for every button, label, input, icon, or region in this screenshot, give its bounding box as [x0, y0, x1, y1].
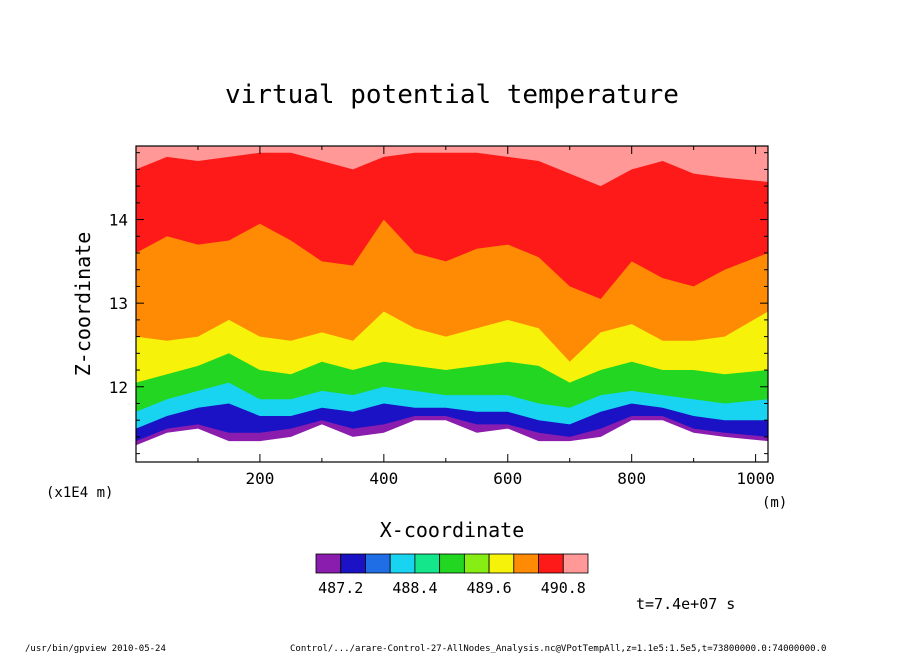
colorbar-swatch	[513, 553, 539, 574]
colorbar-swatch	[463, 553, 490, 574]
band-white	[136, 420, 768, 462]
y-tick-label: 14	[109, 211, 128, 230]
time-annotation: t=7.4e+07 s	[636, 595, 735, 613]
x-tick-label: 1000	[736, 469, 775, 488]
x-tick-label: 400	[369, 469, 398, 488]
plot-frame	[135, 145, 769, 463]
colorbar-swatch	[538, 553, 564, 574]
x-axis-label: X-coordinate	[380, 518, 525, 542]
colorbar-swatch	[439, 553, 465, 574]
x-tick-label: 600	[493, 469, 522, 488]
colorbar: 487.2 488.4 489.6 490.8	[315, 553, 589, 597]
colorbar-swatch	[562, 553, 589, 574]
colorbar-swatch	[340, 553, 366, 574]
colorbar-tick-label: 487.2	[318, 579, 363, 597]
x-tick-label: 800	[617, 469, 646, 488]
y-tick-label: 13	[109, 294, 128, 313]
footer-left: /usr/bin/gpview 2010-05-24	[25, 644, 166, 654]
colorbar-tick-label: 488.4	[392, 579, 437, 597]
y-tick-label: 12	[109, 378, 128, 397]
y-axis-label: Z-coordinate	[71, 232, 95, 377]
plot-area: 200 400 600 800 1000 12 13 14	[109, 145, 775, 488]
colorbar-swatch	[315, 553, 342, 574]
colorbar-swatch	[414, 553, 441, 574]
colorbar-tick-label: 489.6	[467, 579, 512, 597]
colorbar-swatch	[389, 553, 416, 574]
x-tick-label: 200	[245, 469, 274, 488]
colorbar-tick-label: 490.8	[541, 579, 586, 597]
colorbar-swatch	[365, 553, 391, 574]
footer-right: Control/.../arare-Control-27-AllNodes_An…	[290, 644, 826, 654]
y-scale-label: (x1E4 m)	[46, 485, 113, 501]
colorbar-swatch	[488, 553, 515, 574]
chart-title: virtual potential temperature	[225, 80, 679, 110]
x-unit-label: (m)	[762, 495, 787, 511]
